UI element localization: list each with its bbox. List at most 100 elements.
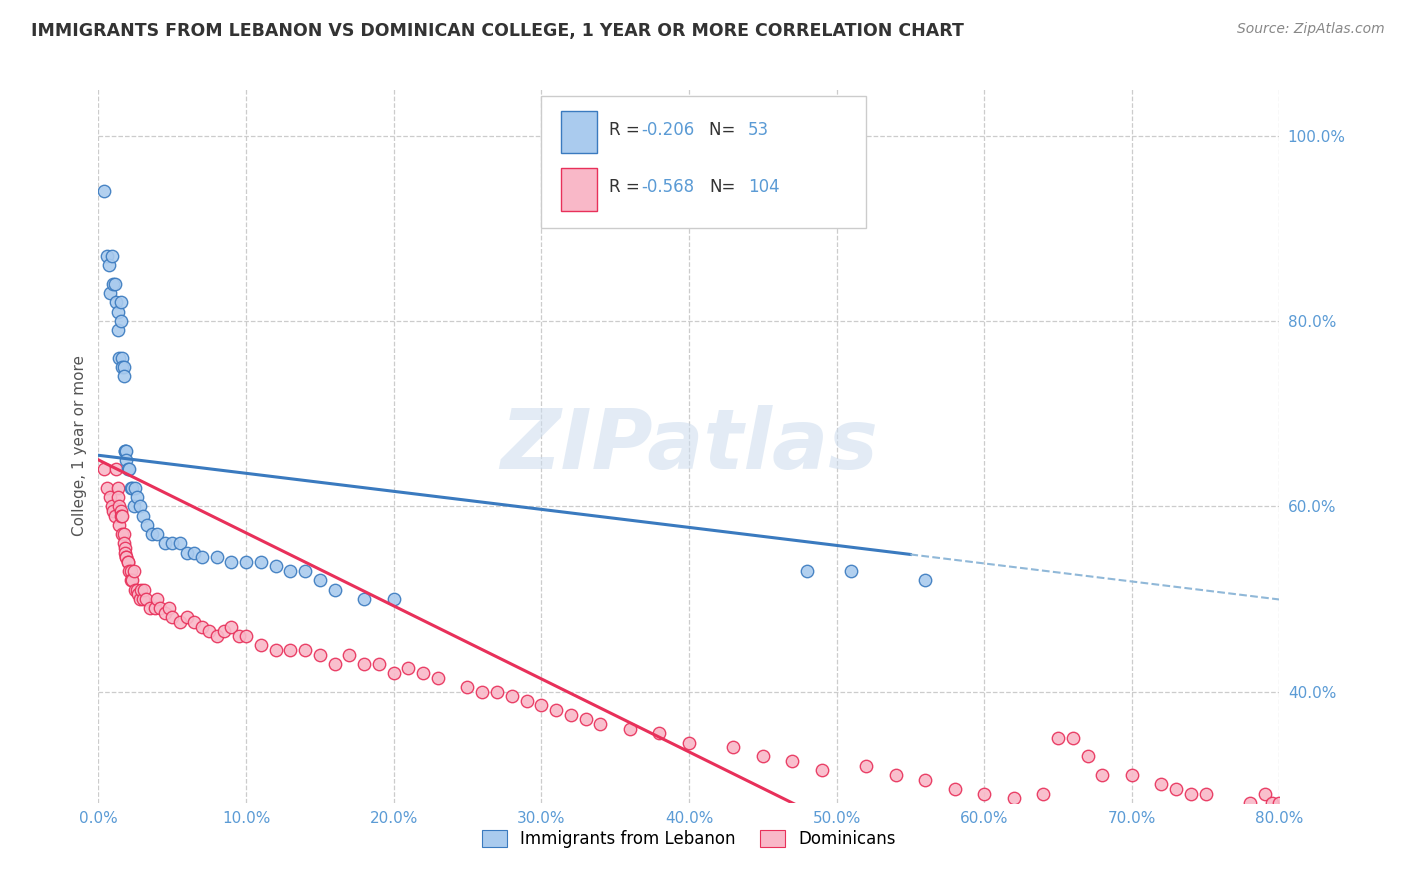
- Point: [105, 295, 128, 310]
- Point: [589, 717, 612, 731]
- Text: IMMIGRANTS FROM LEBANON VS DOMINICAN COLLEGE, 1 YEAR OR MORE CORRELATION CHART: IMMIGRANTS FROM LEBANON VS DOMINICAN COL…: [31, 22, 963, 40]
- Point: [105, 462, 128, 476]
- FancyBboxPatch shape: [541, 96, 866, 228]
- Point: [107, 304, 129, 318]
- Point: [516, 694, 538, 708]
- Point: [153, 606, 176, 620]
- Point: [122, 564, 145, 578]
- Point: [141, 527, 163, 541]
- Point: [149, 601, 172, 615]
- Point: [111, 527, 134, 541]
- Point: [134, 582, 156, 597]
- Point: [353, 657, 375, 671]
- Point: [973, 787, 995, 801]
- Point: [235, 555, 257, 569]
- Point: [309, 574, 332, 588]
- Point: [943, 781, 966, 796]
- Point: [323, 582, 346, 597]
- Point: [914, 772, 936, 787]
- Point: [132, 508, 155, 523]
- Point: [841, 564, 863, 578]
- Point: [250, 638, 273, 652]
- Point: [457, 680, 479, 694]
- Point: [98, 490, 121, 504]
- Point: [112, 369, 135, 384]
- Point: [97, 258, 120, 272]
- Point: [1046, 731, 1070, 745]
- Point: [107, 490, 129, 504]
- Point: [136, 517, 159, 532]
- Point: [486, 684, 509, 698]
- Point: [1180, 787, 1202, 801]
- Point: [1150, 777, 1173, 791]
- Point: [103, 277, 125, 291]
- Point: [110, 295, 132, 310]
- Point: [228, 629, 250, 643]
- Point: [382, 666, 405, 681]
- Point: [1062, 731, 1084, 745]
- Point: [914, 574, 936, 588]
- Point: [115, 453, 138, 467]
- Point: [412, 666, 434, 681]
- Text: R =: R =: [609, 178, 644, 196]
- Point: [146, 591, 169, 606]
- Point: [157, 601, 180, 615]
- Point: [115, 550, 138, 565]
- Point: [752, 749, 775, 764]
- Point: [1121, 768, 1143, 782]
- Point: [112, 527, 135, 541]
- Point: [100, 500, 122, 514]
- Point: [810, 764, 832, 778]
- Text: -0.568: -0.568: [641, 178, 695, 196]
- Point: [162, 536, 183, 550]
- Point: [723, 740, 745, 755]
- Point: [176, 545, 198, 559]
- Point: [796, 564, 818, 578]
- Point: [183, 545, 205, 559]
- Point: [110, 508, 132, 523]
- Point: [135, 591, 157, 606]
- Point: [115, 443, 138, 458]
- Point: [205, 550, 228, 565]
- Point: [648, 726, 671, 740]
- Point: [108, 351, 131, 365]
- Point: [118, 564, 141, 578]
- Point: [125, 582, 148, 597]
- Point: [323, 657, 346, 671]
- Point: [280, 643, 302, 657]
- Point: [129, 582, 152, 597]
- Point: [427, 671, 450, 685]
- Point: [93, 462, 115, 476]
- Point: [560, 707, 582, 722]
- Point: [264, 643, 287, 657]
- Text: R =: R =: [609, 121, 644, 139]
- Point: [1261, 796, 1284, 810]
- Point: [205, 629, 228, 643]
- Point: [1239, 796, 1261, 810]
- Point: [250, 555, 273, 569]
- Point: [121, 481, 143, 495]
- Point: [118, 462, 141, 476]
- Point: [108, 500, 131, 514]
- FancyBboxPatch shape: [561, 168, 596, 211]
- Point: [191, 550, 214, 565]
- Point: [96, 481, 118, 495]
- Point: [619, 722, 641, 736]
- Point: [339, 648, 361, 662]
- Text: N=: N=: [709, 178, 735, 196]
- Text: ZIPatlas: ZIPatlas: [501, 406, 877, 486]
- Point: [111, 351, 134, 365]
- Point: [114, 443, 136, 458]
- Point: [114, 545, 136, 559]
- Point: [132, 591, 155, 606]
- Point: [146, 527, 169, 541]
- Point: [96, 249, 118, 263]
- Point: [122, 500, 145, 514]
- Point: [198, 624, 221, 639]
- Point: [110, 504, 132, 518]
- Point: [124, 481, 146, 495]
- Point: [93, 184, 115, 198]
- Point: [471, 684, 494, 698]
- Point: [221, 620, 243, 634]
- Point: [1002, 791, 1025, 805]
